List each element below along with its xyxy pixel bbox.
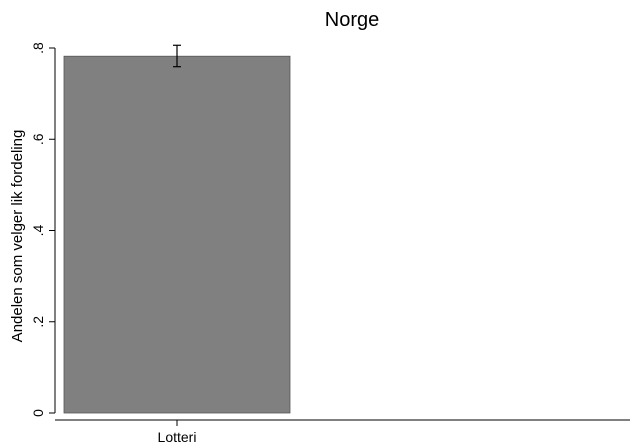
y-tick-label: 0	[30, 409, 46, 417]
chart-title: Norge	[325, 9, 379, 31]
x-tick-label: Lotteri	[158, 429, 197, 445]
bar-lotteri	[63, 55, 291, 414]
y-tick-label: .2	[30, 316, 46, 328]
y-tick-label: .6	[30, 133, 46, 145]
plot-area: Lotteri 0 .2 .4 .6 .8	[30, 42, 630, 445]
y-tick-label: .4	[30, 224, 46, 236]
y-axis-label: Andelen som velger lik fordeling	[9, 130, 26, 343]
y-tick-label: .8	[30, 42, 46, 54]
